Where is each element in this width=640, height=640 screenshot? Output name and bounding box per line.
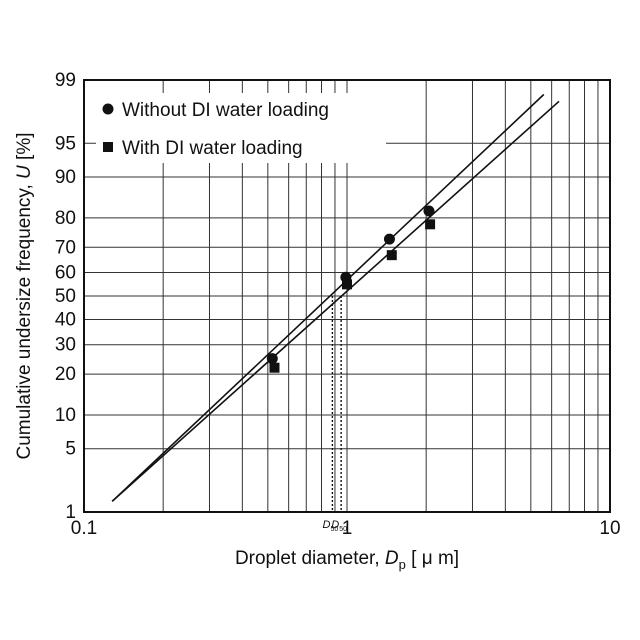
y-tick-label: 95 bbox=[55, 133, 76, 154]
data-point-square bbox=[425, 219, 435, 229]
x-axis-label: Droplet diameter, Dp [ μ m] bbox=[235, 548, 459, 572]
y-tick-label: 30 bbox=[55, 335, 76, 356]
y-tick-label: 5 bbox=[65, 439, 76, 460]
y-tick-label: 70 bbox=[55, 237, 76, 258]
data-point-square bbox=[387, 250, 397, 260]
y-tick-label: 90 bbox=[55, 167, 76, 188]
x-tick-label: 10 bbox=[599, 518, 620, 539]
data-point-circle bbox=[423, 206, 434, 217]
data-point-square bbox=[269, 363, 279, 373]
legend-marker-square bbox=[103, 142, 113, 152]
y-tick-label: 60 bbox=[55, 262, 76, 283]
data-point-circle bbox=[267, 353, 278, 364]
y-tick-label: 50 bbox=[55, 286, 76, 307]
y-tick-label: 80 bbox=[55, 208, 76, 229]
x-tick-label: 1 bbox=[342, 518, 353, 539]
data-point-square bbox=[342, 279, 352, 289]
y-tick-label: 1 bbox=[65, 502, 76, 523]
legend-label: With DI water loading bbox=[122, 138, 303, 159]
y-tick-label: 10 bbox=[55, 405, 76, 426]
y-tick-label: 20 bbox=[55, 364, 76, 385]
legend-label: Without DI water loading bbox=[122, 100, 329, 121]
data-point-circle bbox=[384, 234, 395, 245]
y-axis-label: Cumulative undersize frequency, U [%] bbox=[14, 132, 35, 459]
legend: Without DI water loading With DI water lo… bbox=[96, 93, 386, 163]
data-points bbox=[267, 206, 435, 373]
legend-marker-circle bbox=[103, 104, 114, 115]
y-tick-label: 99 bbox=[55, 70, 76, 91]
y-tick-label: 40 bbox=[55, 310, 76, 331]
